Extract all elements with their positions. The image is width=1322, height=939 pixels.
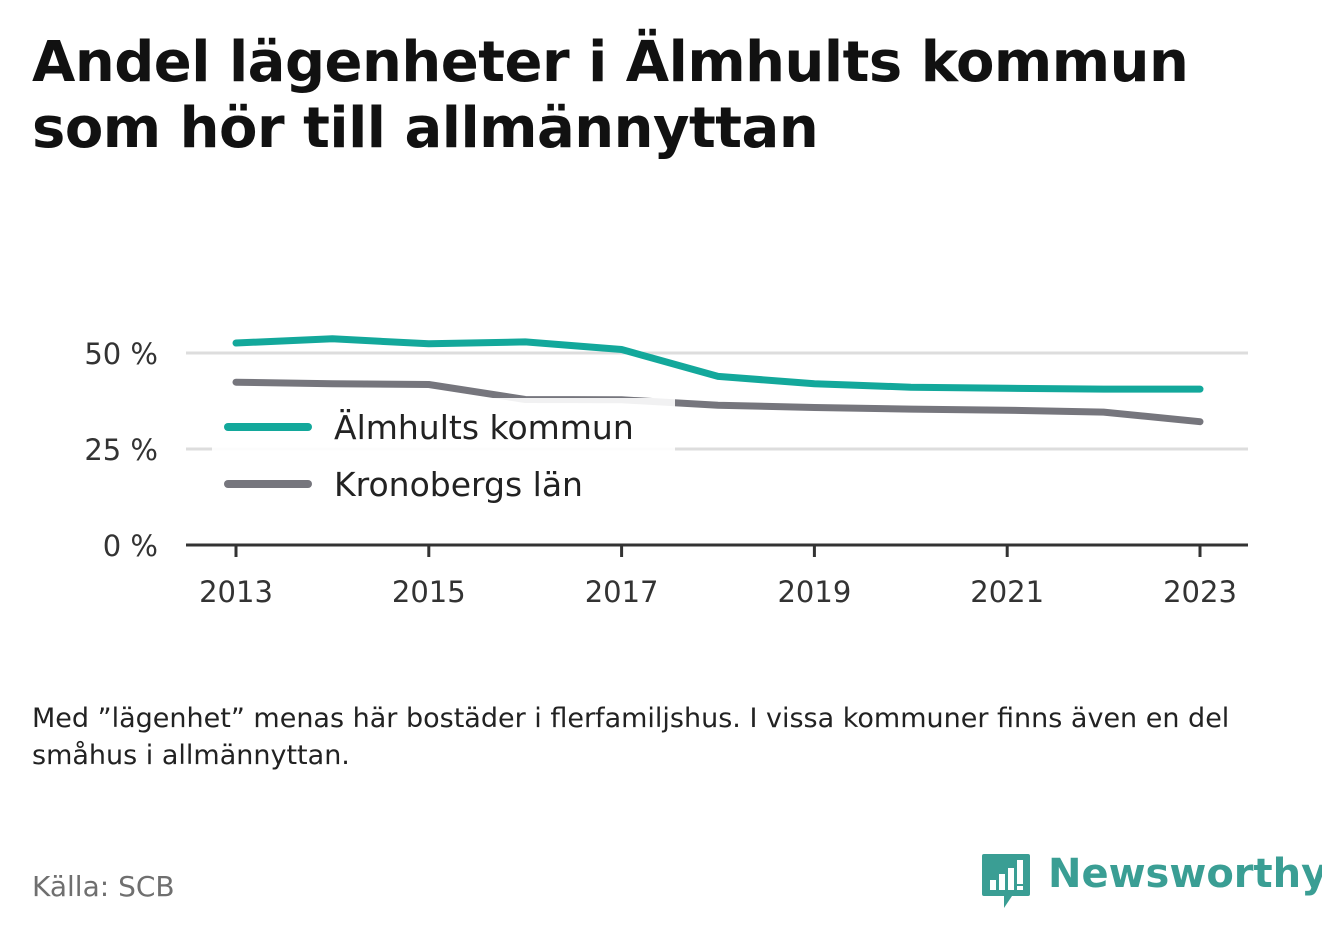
x-tick-label: 2013	[199, 575, 273, 609]
x-tick-label: 2015	[392, 575, 466, 609]
x-tick-label: 2019	[777, 575, 851, 609]
line-chart: 2013 2015 2017 2019 2021 2023 0 % 25 % 50 % Älm…	[84, 335, 1248, 609]
title-line-1: Andel lägenheter i Älmhults kommun	[32, 30, 1189, 95]
title-line-2: som hör till allmännyttan	[32, 96, 819, 161]
series-lines	[232, 335, 1204, 426]
legend-label-1: Älmhults kommun	[334, 408, 634, 447]
x-tick-label: 2021	[970, 575, 1044, 609]
y-axis-labels: 0 % 25 % 50 %	[84, 337, 158, 563]
footnote: Med ”lägenhet” menas här bostäder i fler…	[32, 703, 1230, 771]
brand-name: Newsworthy	[1048, 851, 1322, 897]
series-line-1	[232, 335, 1204, 393]
y-tick-label: 50 %	[84, 337, 158, 371]
newsworthy-logo-icon	[982, 854, 1030, 908]
y-tick-label: 0 %	[103, 529, 158, 563]
x-axis: 2013 2015 2017 2019 2021 2023	[186, 543, 1248, 609]
legend-label-2: Kronobergs län	[334, 465, 583, 504]
y-tick-label: 25 %	[84, 433, 158, 467]
chart-title: Andel lägenheter i Älmhults kommun som h…	[32, 30, 1302, 162]
x-tick-label: 2023	[1163, 575, 1237, 609]
series-line-2	[232, 378, 1204, 426]
source-label: Källa: SCB	[32, 870, 175, 903]
legend: Älmhults kommun Kronobergs län	[212, 398, 675, 504]
x-tick-label: 2017	[585, 575, 659, 609]
